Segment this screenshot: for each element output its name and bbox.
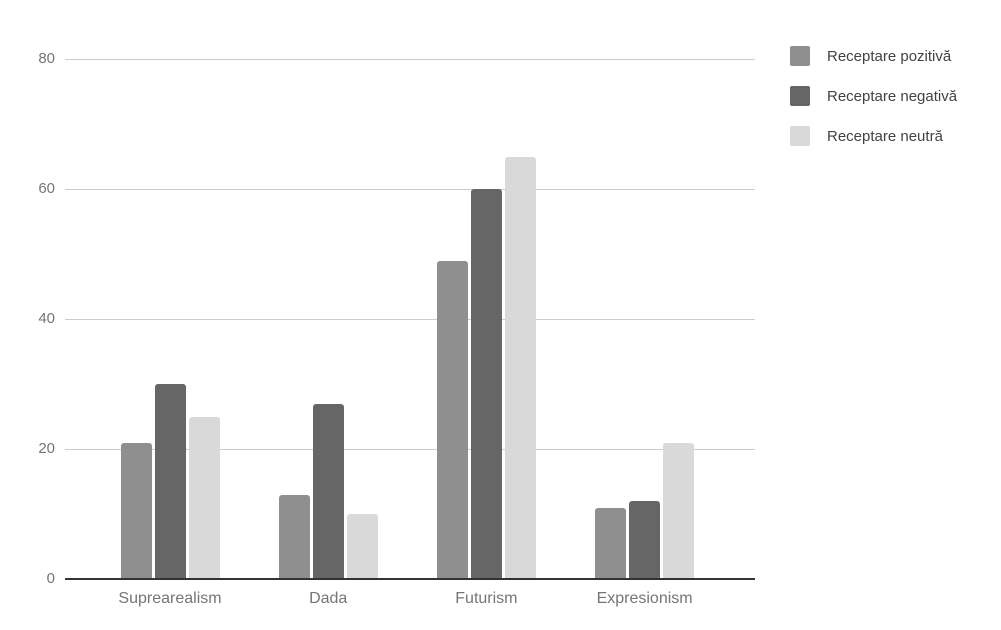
bar-receptare-negativa-expresionism [629, 501, 661, 579]
legend-item-receptare-pozitiva: Receptare pozitivă [790, 46, 957, 66]
legend-swatch-receptare-neutra [790, 126, 810, 146]
x-axis-label-dada: Dada [309, 590, 348, 607]
x-axis-label-suprearealism: Suprearealism [118, 590, 222, 607]
gridline-40 [65, 319, 755, 320]
bar-group-expresionism [595, 59, 695, 579]
x-axis-label-futurism: Futurism [455, 590, 518, 607]
legend-label-receptare-negativa: Receptare negativă [827, 87, 958, 105]
bar-receptare-pozitiva-suprearealism [120, 442, 152, 579]
bar-receptare-pozitiva-dada [278, 494, 310, 579]
y-axis-tick-label-60: 60 [38, 180, 55, 197]
y-axis-tick-label-0: 0 [46, 570, 55, 587]
bar-group-suprearealism [120, 59, 220, 579]
bar-group-dada [278, 59, 378, 579]
y-axis-tick-label-20: 20 [38, 440, 55, 457]
legend-swatch-receptare-negativa [790, 86, 810, 106]
plot-area [65, 59, 755, 580]
bar-receptare-neutra-futurism [504, 156, 536, 579]
bar-receptare-neutra-expresionism [663, 442, 695, 579]
legend-label-receptare-neutra: Receptare neutră [827, 127, 943, 145]
bar-receptare-negativa-suprearealism [154, 384, 186, 579]
legend-label-receptare-pozitiva: Receptare pozitivă [827, 47, 952, 65]
gridline-20 [65, 449, 755, 450]
gridline-60 [65, 189, 755, 190]
bar-receptare-pozitiva-futurism [436, 260, 468, 579]
bar-receptare-negativa-futurism [470, 189, 502, 579]
bar-receptare-neutra-suprearealism [188, 416, 220, 579]
bar-receptare-negativa-dada [312, 403, 344, 579]
x-axis-line [65, 578, 755, 580]
legend-item-receptare-neutra: Receptare neutră [790, 126, 957, 146]
x-axis-label-expresionism: Expresionism [596, 590, 693, 607]
gridline-80 [65, 59, 755, 60]
legend: Receptare pozitivă Receptare negativă Re… [790, 46, 957, 166]
bar-receptare-pozitiva-expresionism [595, 507, 627, 579]
bar-group-futurism [436, 59, 536, 579]
legend-swatch-receptare-pozitiva [790, 46, 810, 66]
legend-item-receptare-negativa: Receptare negativă [790, 86, 957, 106]
bar-receptare-neutra-dada [346, 514, 378, 579]
y-axis-tick-label-40: 40 [38, 310, 55, 327]
y-axis-tick-label-80: 80 [38, 50, 55, 67]
